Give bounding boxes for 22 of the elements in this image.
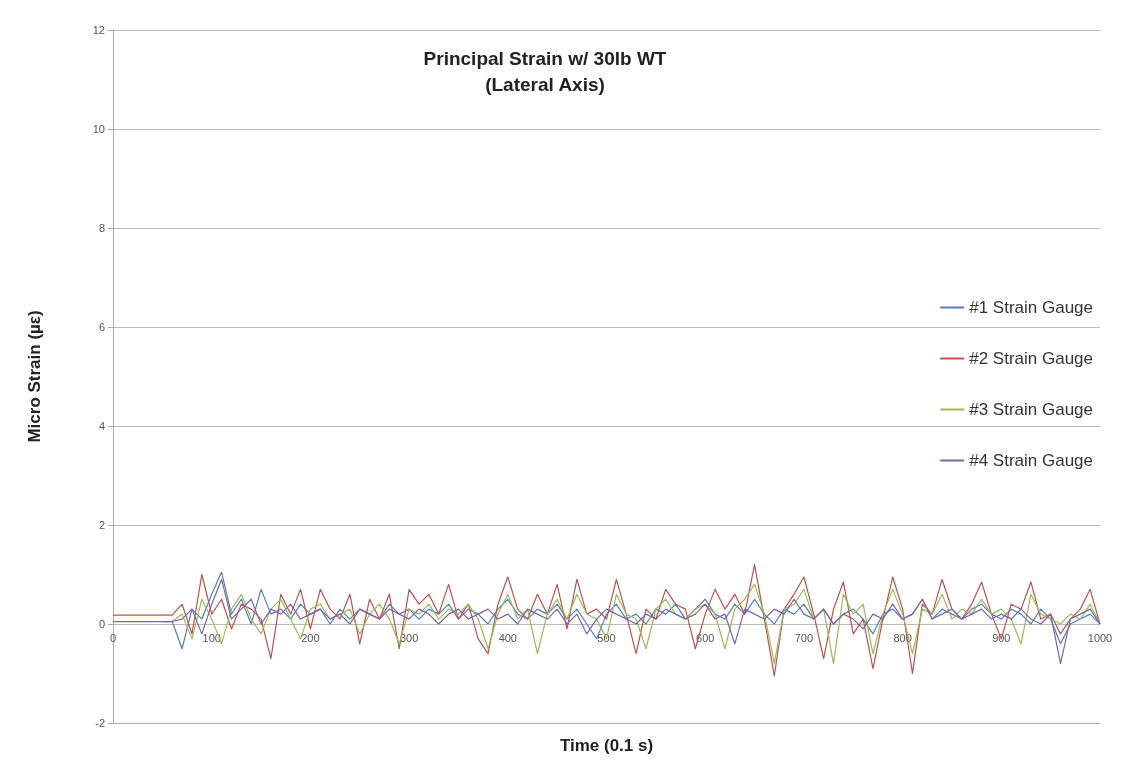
y-tick-label: 4 xyxy=(98,420,105,432)
y-tick-label: 6 xyxy=(98,321,105,333)
y-tick-label: 0 xyxy=(98,618,105,630)
x-tick-label: 700 xyxy=(794,631,814,644)
x-tick-label: 900 xyxy=(992,631,1011,644)
y-tick-label: 2 xyxy=(98,519,105,531)
y-tick-label: 10 xyxy=(92,123,105,135)
legend-label: #3 Strain Gauge xyxy=(969,400,1094,419)
legend-label: #4 Strain Gauge xyxy=(969,451,1094,470)
x-tick-label: 500 xyxy=(597,631,616,644)
legend-label: #1 Strain Gauge xyxy=(969,298,1094,317)
x-tick-label: 200 xyxy=(301,631,320,644)
y-tick-label: 12 xyxy=(92,24,105,36)
x-tick-label: 0 xyxy=(109,631,117,644)
y-axis-title: Micro Strain (µε) xyxy=(25,310,44,443)
x-tick-label: 1000 xyxy=(1087,631,1113,644)
x-axis-title: Time (0.1 s) xyxy=(559,736,654,755)
text: Principal Strain w/ 30lb WT (Lateral Axis) xyxy=(423,47,667,95)
x-tick-label: 400 xyxy=(498,631,517,644)
y-tick-label: -2 xyxy=(95,717,105,729)
y-tick-label: 8 xyxy=(98,222,105,234)
legend-label: #2 Strain Gauge xyxy=(969,349,1094,368)
